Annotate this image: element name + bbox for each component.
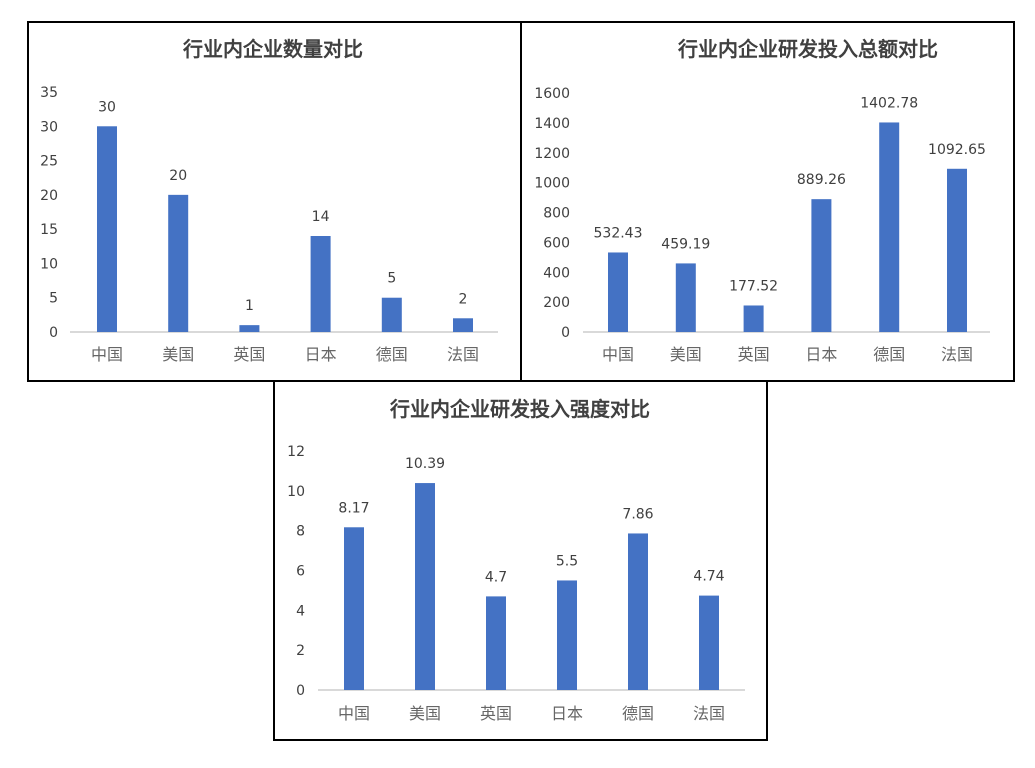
y-tick-label: 4 [296,603,305,619]
y-tick-label: 2 [296,643,305,659]
x-category-label: 美国 [162,345,194,364]
chart-panel-rd-total [520,21,1015,382]
bar [675,263,696,332]
data-label: 8.17 [338,500,369,516]
chart-title: 行业内企业研发投入总额对比 [677,37,938,61]
data-label: 14 [312,209,330,225]
bar [811,199,832,332]
bar [168,194,189,332]
y-tick-label: 6 [296,564,305,580]
x-category-label: 中国 [338,704,370,723]
data-label: 20 [169,168,187,184]
x-category-label: 英国 [480,704,512,723]
bar [381,297,402,332]
y-tick-label: 12 [287,444,305,460]
y-tick-label: 1600 [534,86,570,102]
x-category-label: 法国 [693,704,725,723]
data-label: 2 [459,291,468,307]
data-label: 177.52 [729,278,778,294]
chart-title: 行业内企业数量对比 [182,37,363,61]
y-tick-label: 25 [40,154,58,170]
data-label: 10.39 [405,456,445,472]
bar [415,483,435,690]
y-tick-label: 0 [296,683,305,699]
y-tick-label: 800 [543,206,570,222]
bar [239,325,260,332]
x-category-label: 德国 [873,345,905,364]
y-tick-label: 5 [49,291,58,307]
y-tick-label: 8 [296,524,305,540]
chart-title: 行业内企业研发投入强度对比 [389,397,650,421]
y-tick-label: 400 [543,265,570,281]
data-label: 1 [245,298,254,314]
bar [879,122,900,332]
y-tick-label: 35 [40,85,58,101]
bar [699,595,719,690]
x-category-label: 日本 [305,345,337,364]
data-label: 5 [387,271,396,287]
x-category-label: 德国 [622,704,654,723]
y-tick-label: 1200 [534,146,570,162]
x-category-label: 德国 [376,345,408,364]
data-label: 1402.78 [860,95,918,111]
bar [628,533,648,690]
y-tick-label: 600 [543,235,570,251]
x-category-label: 美国 [409,704,441,723]
y-tick-label: 15 [40,222,58,238]
y-tick-label: 0 [561,325,570,341]
x-category-label: 中国 [91,345,123,364]
x-category-label: 日本 [551,704,583,723]
x-category-label: 法国 [447,345,479,364]
data-label: 5.5 [556,553,578,569]
x-category-label: 英国 [738,345,770,364]
bar [608,252,628,332]
y-tick-label: 1000 [534,176,570,192]
x-category-label: 美国 [670,345,702,364]
y-tick-label: 10 [287,484,305,500]
bar [743,305,764,332]
y-tick-label: 200 [543,295,570,311]
data-label: 459.19 [661,236,710,252]
data-label: 4.74 [693,569,724,585]
bar [344,527,364,690]
x-category-label: 中国 [602,345,634,364]
data-label: 30 [98,99,116,115]
bar [486,596,506,690]
y-tick-label: 1400 [534,116,570,132]
bar [947,168,967,332]
data-label: 4.7 [485,569,507,585]
y-tick-label: 0 [49,325,58,341]
bar [97,126,117,333]
y-tick-label: 10 [40,256,58,272]
x-category-label: 英国 [233,345,265,364]
data-label: 889.26 [797,172,846,188]
bar [453,318,473,332]
bar [310,236,331,332]
bar [557,580,577,690]
x-category-label: 日本 [805,345,837,364]
y-tick-label: 20 [40,188,58,204]
x-category-label: 法国 [941,345,973,364]
data-label: 532.43 [594,225,643,241]
data-label: 7.86 [622,506,653,522]
data-label: 1092.65 [928,142,986,158]
y-tick-label: 30 [40,119,58,135]
